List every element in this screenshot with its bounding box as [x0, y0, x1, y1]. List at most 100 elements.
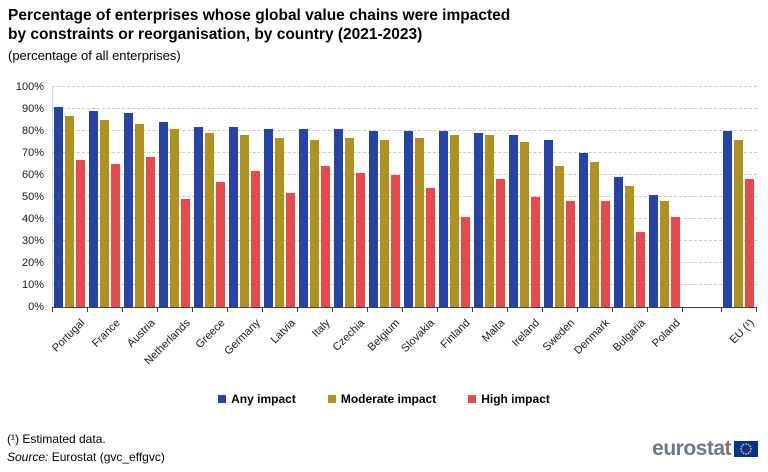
y-tick-label: 50%: [21, 191, 44, 203]
x-axis-tick: [507, 308, 508, 312]
bar-moderate-impact: [205, 133, 214, 307]
eu-flag-icon: [734, 440, 758, 457]
bar-group-denmark: [577, 87, 612, 307]
x-axis-tick: [437, 308, 438, 312]
bar-any-impact: [723, 131, 732, 307]
x-tick-label: Greece: [193, 317, 228, 351]
bar-group-italy: [297, 87, 332, 307]
x-tick-label: EU (¹): [727, 317, 757, 347]
legend-label-high-impact: High impact: [481, 392, 550, 406]
x-axis-tick: [332, 308, 333, 312]
bar-high-impact: [321, 166, 330, 307]
bar-any-impact: [474, 133, 483, 307]
bar-group-bulgaria: [612, 87, 647, 307]
bar-any-impact: [649, 194, 658, 307]
y-tick-label: 40%: [21, 213, 44, 225]
bar-high-impact: [76, 159, 85, 307]
bar-moderate-impact: [240, 135, 249, 307]
x-tick-label: Portugal: [50, 317, 88, 355]
bar-moderate-impact: [660, 201, 669, 307]
bar-moderate-impact: [520, 142, 529, 307]
bar-any-impact: [229, 126, 238, 307]
bar-moderate-impact: [345, 137, 354, 307]
footnote-estimated: (¹) Estimated data.: [7, 432, 106, 446]
x-tick-label: Ireland: [510, 317, 543, 350]
x-tick-label: Slovakia: [399, 317, 438, 355]
x-axis-tick: [227, 308, 228, 312]
bar-moderate-impact: [625, 186, 634, 307]
bar-group-malta: [472, 87, 507, 307]
legend: Any impact Moderate impact High impact: [0, 392, 768, 406]
legend-item-moderate-impact: Moderate impact: [327, 392, 436, 406]
legend-item-any-impact: Any impact: [218, 392, 296, 406]
bar-moderate-impact: [135, 124, 144, 307]
bar-any-impact: [124, 113, 133, 307]
y-tick-label: 60%: [21, 169, 44, 181]
bar-group-eu: [721, 87, 756, 307]
x-axis-tick: [472, 308, 473, 312]
x-axis-tick: [682, 308, 683, 312]
source-label: Source:: [7, 450, 49, 464]
bar-any-impact: [194, 126, 203, 307]
bar-high-impact: [181, 199, 190, 307]
bar-moderate-impact: [555, 166, 564, 307]
bar-moderate-impact: [65, 115, 74, 307]
bar-group-sweden: [542, 87, 577, 307]
gridline: [52, 130, 757, 131]
x-axis-tick: [721, 308, 722, 312]
x-axis-tick: [756, 308, 757, 312]
bar-any-impact: [89, 111, 98, 307]
x-axis-tick: [367, 308, 368, 312]
bar-high-impact: [461, 216, 470, 307]
x-tick-label: Germany: [222, 317, 263, 358]
bar-moderate-impact: [415, 137, 424, 307]
x-tick-label: Czechia: [330, 317, 368, 354]
bar-high-impact: [601, 201, 610, 307]
bar-high-impact: [496, 179, 505, 307]
bar-high-impact: [216, 181, 225, 307]
x-tick-label: Denmark: [572, 317, 613, 358]
bar-moderate-impact: [100, 120, 109, 307]
plot-area: [52, 86, 757, 308]
x-tick-label: Poland: [649, 317, 683, 350]
bar-high-impact: [671, 216, 680, 307]
x-tick-label: Bulgaria: [610, 317, 648, 355]
bar-any-impact: [264, 128, 273, 307]
bar-chart: 0% 10% 20% 30% 40% 50% 60% 70% 80% 90% 100% Portug…: [0, 78, 768, 383]
bar-group-austria: [122, 87, 157, 307]
y-tick-label: 0%: [28, 301, 44, 313]
x-axis-tick: [577, 308, 578, 312]
x-axis-tick: [542, 308, 543, 312]
x-axis-tick: [52, 308, 53, 312]
bar-any-impact: [54, 106, 63, 307]
bar-group-latvia: [262, 87, 297, 307]
bar-any-impact: [614, 177, 623, 307]
bar-high-impact: [111, 164, 120, 307]
bar-group-slovakia: [402, 87, 437, 307]
y-tick-label: 10%: [21, 279, 44, 291]
bar-moderate-impact: [275, 137, 284, 307]
x-axis-tick: [262, 308, 263, 312]
bar-group-belgium: [367, 87, 402, 307]
y-tick-label: 20%: [21, 257, 44, 269]
x-tick-label: Finland: [438, 317, 473, 351]
bar-high-impact: [636, 232, 645, 307]
bar-high-impact: [745, 179, 754, 307]
source-line: Source: Eurostat (gvc_effgvc): [7, 448, 165, 466]
bar-any-impact: [579, 153, 588, 307]
bar-high-impact: [251, 170, 260, 307]
legend-swatch-high-impact: [468, 395, 477, 403]
y-tick-label: 70%: [21, 147, 44, 159]
bar-high-impact: [286, 192, 295, 307]
bar-any-impact: [334, 128, 343, 307]
bar-group-france: [87, 87, 122, 307]
bar-high-impact: [566, 201, 575, 307]
source-text: Eurostat (gvc_effgvc): [48, 450, 165, 464]
eurostat-logo: eurostat: [652, 438, 758, 459]
chart-title-line1: Percentage of enterprises whose global v…: [8, 7, 511, 24]
bar-high-impact: [531, 197, 540, 307]
bar-moderate-impact: [170, 128, 179, 307]
chart-title-line2: by constraints or reorganisation, by cou…: [8, 26, 423, 43]
legend-swatch-moderate-impact: [327, 395, 336, 403]
bar-group-poland: [647, 87, 682, 307]
